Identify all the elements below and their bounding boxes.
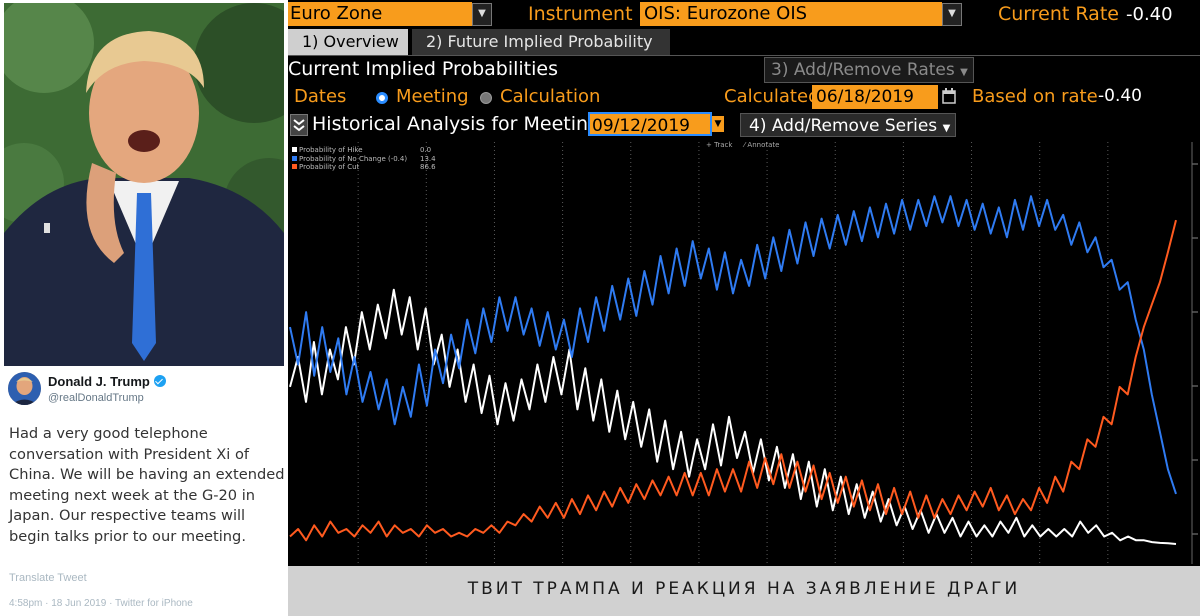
annotate-button[interactable]: ⁄ Annotate [744,141,780,149]
based-on-rate-value: -0.40 [1098,86,1142,106]
chart-legend: Probability of Hike 0.0 Probability of No… [292,146,436,172]
tweet-panel: Donald J. Trump @realDonaldTrump Had a v… [0,0,288,616]
legend-label: Probability of Cut [299,163,360,171]
add-remove-series-label: 4) Add/Remove Series [749,116,938,136]
author-handle[interactable]: @realDonaldTrump [48,392,144,404]
calculated-date-input[interactable]: 06/18/2019 [812,85,938,109]
chart-grid [357,142,1198,564]
dates-label: Dates [294,86,347,107]
legend-item-cut: Probability of Cut 86.6 [292,163,436,172]
legend-item-hike: Probability of Hike 0.0 [292,146,431,155]
legend-swatch [292,147,297,152]
translate-link[interactable]: Translate Tweet [9,572,87,584]
track-label: Track [714,141,733,149]
region-select[interactable]: Euro Zone [288,2,472,26]
annotate-label: Annotate [747,141,780,149]
chart-series [289,195,1177,545]
author-name[interactable]: Donald J. Trump [48,374,166,389]
historical-analysis-label: Historical Analysis for Meeting [312,113,601,135]
author-name-text: Donald J. Trump [48,374,150,389]
series-hike-line [289,288,1177,545]
bloomberg-terminal: Euro Zone ▼ Instrument OIS: Eurozone OIS… [288,0,1200,616]
probability-chart [289,142,1198,564]
caption-banner: ТВИТ ТРАМПА И РЕАКЦИЯ НА ЗАЯВЛЕНИЕ ДРАГИ [288,566,1200,616]
add-remove-rates-button[interactable]: 3) Add/Remove Rates ▼ [764,57,974,83]
series-cut-line [289,219,1177,542]
chevron-down-icon: ▼ [960,67,968,78]
photo [4,3,284,366]
tab-overview[interactable]: 1) Overview [288,29,408,55]
legend-swatch [292,155,297,161]
instrument-label: Instrument [528,3,633,25]
calculated-label: Calculated [724,86,820,107]
tweet-timestamp[interactable]: 4:58pm · 18 Jun 2019 · Twitter for iPhon… [9,598,193,609]
caption-text: ТВИТ ТРАМПА И РЕАКЦИЯ НА ЗАЯВЛЕНИЕ ДРАГИ [467,579,1021,599]
tab-future-implied-probability[interactable]: 2) Future Implied Probability [412,29,670,55]
chevron-down-icon: ▼ [942,123,951,134]
based-on-rate-label: Based on rate [972,86,1098,107]
instrument-select[interactable]: OIS: Eurozone OIS [640,2,942,26]
radio-meeting-label[interactable]: Meeting [396,86,469,107]
chevron-down-icon[interactable]: ▼ [712,116,724,132]
series-no-change-line [289,195,1177,495]
tweet-text: Had a very good telephone conversation w… [9,425,285,545]
radio-meeting[interactable] [376,92,388,104]
chevron-down-icon[interactable]: ▼ [472,3,492,26]
legend-item-no-change: Probability of No Change (-0.4) 13.4 [292,154,436,164]
radio-calculation-label[interactable]: Calculation [500,86,601,107]
radio-calculation[interactable] [480,92,492,104]
add-remove-series-button[interactable]: 4) Add/Remove Series ▼ [740,113,956,137]
meeting-date-select[interactable]: 09/12/2019 [588,112,712,136]
track-button[interactable]: + Track [706,141,733,149]
tweet-header: Donald J. Trump @realDonaldTrump [8,372,284,412]
avatar[interactable] [8,372,41,405]
tab-divider [288,55,1200,56]
current-rate-label: Current Rate [998,3,1119,25]
verified-icon [153,375,166,387]
calendar-icon[interactable] [942,88,956,104]
chevron-down-icon[interactable]: ▼ [942,3,962,26]
add-remove-rates-label: 3) Add/Remove Rates [771,60,955,80]
legend-value: 13.4 [420,154,436,163]
legend-label: Probability of Hike [299,146,363,154]
current-rate-value: -0.40 [1126,4,1173,25]
legend-label: Probability of No Change (-0.4) [299,154,408,163]
legend-swatch [292,164,297,169]
double-chevron-icon[interactable] [290,114,308,136]
legend-value: 0.0 [420,146,432,154]
section-title: Current Implied Probabilities [288,58,558,80]
legend-value: 86.6 [420,163,436,171]
